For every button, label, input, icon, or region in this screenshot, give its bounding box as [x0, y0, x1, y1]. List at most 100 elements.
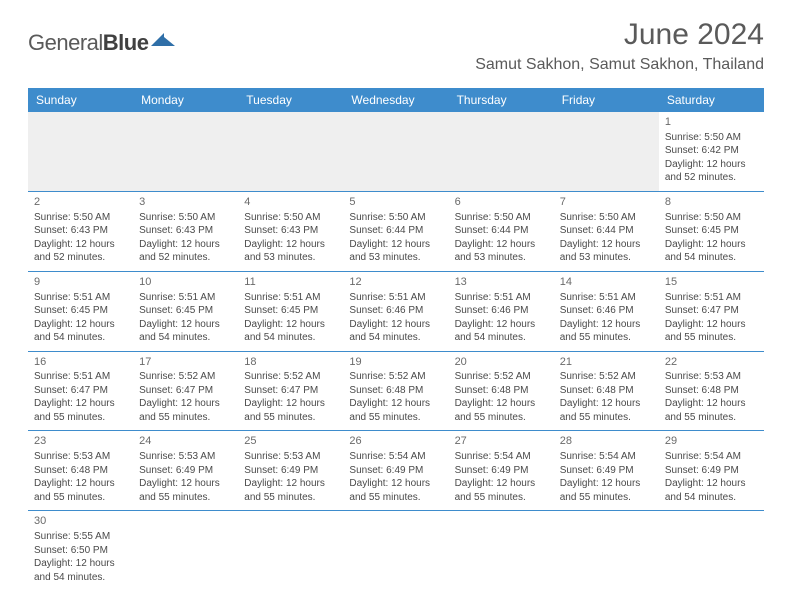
day-info-line: Sunrise: 5:53 AM [139, 450, 232, 464]
day-number: 5 [349, 195, 442, 210]
day-info-line: and 54 minutes. [455, 331, 548, 345]
day-info-line: Daylight: 12 hours [34, 238, 127, 252]
calendar-table: SundayMondayTuesdayWednesdayThursdayFrid… [28, 88, 764, 590]
day-info-line: Daylight: 12 hours [139, 238, 232, 252]
day-number: 17 [139, 355, 232, 370]
day-info-line: and 55 minutes. [665, 331, 758, 345]
day-info-line: Sunset: 6:46 PM [455, 304, 548, 318]
day-info-line: Sunrise: 5:51 AM [349, 291, 442, 305]
day-cell: 30Sunrise: 5:55 AMSunset: 6:50 PMDayligh… [28, 511, 133, 590]
day-info-line: and 54 minutes. [139, 331, 232, 345]
day-number: 10 [139, 275, 232, 290]
day-info-line: and 54 minutes. [34, 571, 127, 585]
weekday-header: Sunday [28, 88, 133, 112]
day-info-line: Sunrise: 5:54 AM [349, 450, 442, 464]
day-cell: 25Sunrise: 5:53 AMSunset: 6:49 PMDayligh… [238, 431, 343, 511]
day-cell [554, 112, 659, 191]
day-number: 18 [244, 355, 337, 370]
day-info-line: Daylight: 12 hours [349, 238, 442, 252]
day-number: 23 [34, 434, 127, 449]
day-cell: 23Sunrise: 5:53 AMSunset: 6:48 PMDayligh… [28, 431, 133, 511]
day-cell: 12Sunrise: 5:51 AMSunset: 6:46 PMDayligh… [343, 271, 448, 351]
day-info-line: Daylight: 12 hours [560, 238, 653, 252]
day-cell: 24Sunrise: 5:53 AMSunset: 6:49 PMDayligh… [133, 431, 238, 511]
day-info-line: Daylight: 12 hours [244, 477, 337, 491]
day-info-line: Sunset: 6:48 PM [560, 384, 653, 398]
day-info-line: Sunrise: 5:50 AM [34, 211, 127, 225]
day-cell: 13Sunrise: 5:51 AMSunset: 6:46 PMDayligh… [449, 271, 554, 351]
day-info-line: Sunrise: 5:50 AM [349, 211, 442, 225]
day-info-line: and 54 minutes. [34, 331, 127, 345]
day-info-line: Daylight: 12 hours [560, 318, 653, 332]
day-number: 11 [244, 275, 337, 290]
day-cell [449, 511, 554, 590]
day-info-line: and 55 minutes. [665, 411, 758, 425]
day-info-line: and 55 minutes. [244, 491, 337, 505]
day-number: 27 [455, 434, 548, 449]
day-info-line: Daylight: 12 hours [455, 477, 548, 491]
day-info-line: Sunset: 6:49 PM [244, 464, 337, 478]
day-cell: 20Sunrise: 5:52 AMSunset: 6:48 PMDayligh… [449, 351, 554, 431]
day-cell [133, 112, 238, 191]
day-info-line: Daylight: 12 hours [244, 397, 337, 411]
day-info-line: Sunrise: 5:50 AM [560, 211, 653, 225]
day-info-line: Sunrise: 5:51 AM [665, 291, 758, 305]
day-info-line: Sunrise: 5:53 AM [244, 450, 337, 464]
day-cell: 9Sunrise: 5:51 AMSunset: 6:45 PMDaylight… [28, 271, 133, 351]
day-info-line: Sunrise: 5:53 AM [665, 370, 758, 384]
day-cell: 7Sunrise: 5:50 AMSunset: 6:44 PMDaylight… [554, 191, 659, 271]
day-number: 15 [665, 275, 758, 290]
day-info-line: and 55 minutes. [455, 411, 548, 425]
day-info-line: and 54 minutes. [349, 331, 442, 345]
weekday-header: Saturday [659, 88, 764, 112]
day-info-line: Sunset: 6:45 PM [244, 304, 337, 318]
calendar-head: SundayMondayTuesdayWednesdayThursdayFrid… [28, 88, 764, 112]
day-info-line: Daylight: 12 hours [349, 477, 442, 491]
day-info-line: Sunset: 6:47 PM [244, 384, 337, 398]
day-info-line: Sunset: 6:48 PM [455, 384, 548, 398]
day-cell: 19Sunrise: 5:52 AMSunset: 6:48 PMDayligh… [343, 351, 448, 431]
day-cell [554, 511, 659, 590]
day-info-line: Daylight: 12 hours [665, 477, 758, 491]
day-info-line: Sunrise: 5:51 AM [139, 291, 232, 305]
day-info-line: Sunrise: 5:52 AM [244, 370, 337, 384]
day-info-line: Sunset: 6:45 PM [665, 224, 758, 238]
day-info-line: Sunrise: 5:52 AM [560, 370, 653, 384]
day-info-line: Daylight: 12 hours [139, 477, 232, 491]
day-number: 25 [244, 434, 337, 449]
day-info-line: Daylight: 12 hours [560, 477, 653, 491]
day-info-line: Sunrise: 5:51 AM [455, 291, 548, 305]
day-number: 26 [349, 434, 442, 449]
day-info-line: Sunset: 6:47 PM [139, 384, 232, 398]
day-cell [449, 112, 554, 191]
calendar-body: 1 Sunrise: 5:50 AM Sunset: 6:42 PM Daylight… [28, 112, 764, 590]
day-info-line: and 53 minutes. [455, 251, 548, 265]
day-info-line: Daylight: 12 hours [349, 318, 442, 332]
day-info-line: Sunrise: 5:51 AM [560, 291, 653, 305]
day-number: 1 [665, 115, 758, 130]
day-info-line: and 55 minutes. [244, 411, 337, 425]
day-cell: 21Sunrise: 5:52 AMSunset: 6:48 PMDayligh… [554, 351, 659, 431]
day-info-line: Sunrise: 5:51 AM [34, 291, 127, 305]
day-number: 20 [455, 355, 548, 370]
day-info-line: Sunset: 6:48 PM [34, 464, 127, 478]
day-number: 4 [244, 195, 337, 210]
day-info-line: Sunrise: 5:51 AM [244, 291, 337, 305]
day-info-line: Sunset: 6:43 PM [34, 224, 127, 238]
day-info-line: Daylight: 12 hours [665, 238, 758, 252]
day-number: 9 [34, 275, 127, 290]
day-number: 29 [665, 434, 758, 449]
day-number: 8 [665, 195, 758, 210]
day-info-line: Daylight: 12 hours [455, 238, 548, 252]
day-info-line: Daylight: 12 hours [34, 318, 127, 332]
day-info-line: Sunset: 6:42 PM [665, 144, 758, 158]
day-number: 28 [560, 434, 653, 449]
day-number: 6 [455, 195, 548, 210]
day-cell: 11Sunrise: 5:51 AMSunset: 6:45 PMDayligh… [238, 271, 343, 351]
day-info-line: Sunrise: 5:52 AM [455, 370, 548, 384]
day-info-line: and 53 minutes. [560, 251, 653, 265]
day-cell: 10Sunrise: 5:51 AMSunset: 6:45 PMDayligh… [133, 271, 238, 351]
title-block: June 2024 Samut Sakhon, Samut Sakhon, Th… [475, 18, 764, 74]
day-cell [133, 511, 238, 590]
day-cell: 26Sunrise: 5:54 AMSunset: 6:49 PMDayligh… [343, 431, 448, 511]
